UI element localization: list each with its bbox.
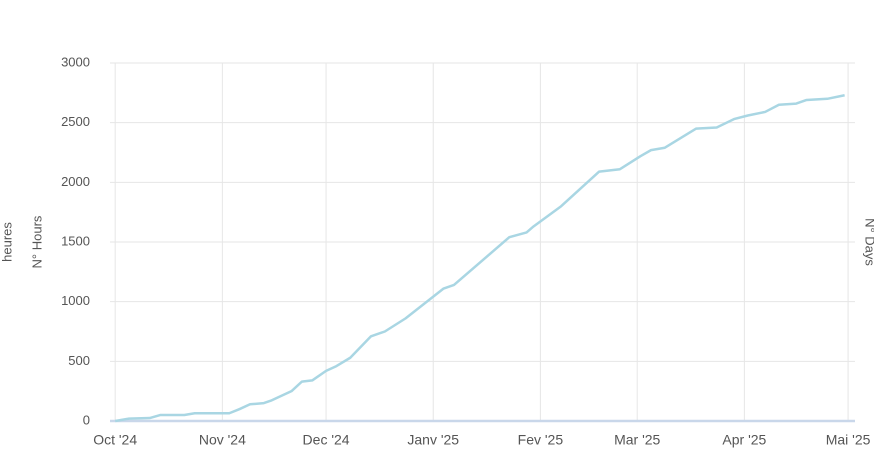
y-tick-label: 2000 [61, 174, 90, 189]
x-tick-label: Janv '25 [407, 432, 459, 448]
y-axis-title: heures [0, 222, 14, 262]
y-tick-label: 2500 [61, 114, 90, 129]
x-tick-label: Mar '25 [614, 432, 660, 448]
y-tick-label: 0 [83, 412, 90, 427]
x-tick-label: Dec '24 [303, 432, 350, 448]
y-tick-label: 1500 [61, 233, 90, 248]
y-tick-label: 1000 [61, 293, 90, 308]
line-series [114, 93, 845, 423]
y-tick-label: 3000 [61, 54, 90, 69]
x-tick-label: Apr '25 [722, 432, 766, 448]
x-tick-label: Mai '25 [826, 432, 871, 448]
x-tick-label: Fev '25 [518, 432, 564, 448]
x-tick-label: Oct '24 [93, 432, 137, 448]
y2-axis-title: N° Days [863, 218, 874, 266]
y-tick-label: 500 [68, 353, 90, 368]
y-axis-title: N° Hours [29, 215, 44, 268]
x-tick-label: Nov '24 [199, 432, 246, 448]
